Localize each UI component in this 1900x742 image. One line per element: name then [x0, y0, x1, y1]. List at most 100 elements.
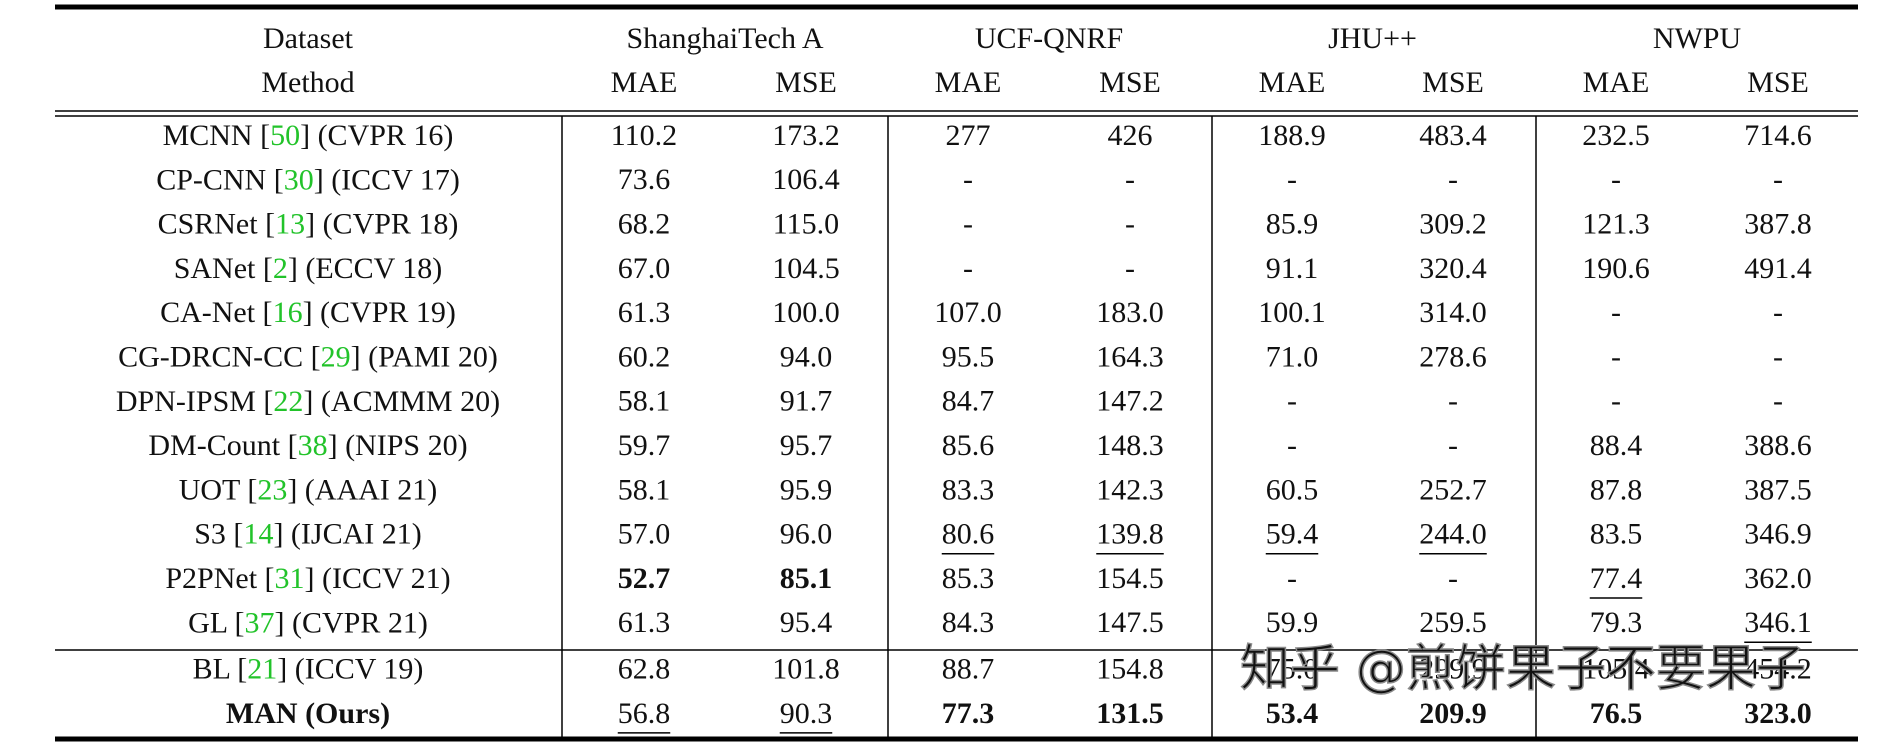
method-text: DPN-IPSM [	[116, 385, 274, 418]
value-cell: 95.7	[780, 429, 833, 462]
value-cell: 77.3	[942, 697, 995, 730]
value-cell: -	[963, 163, 973, 196]
method-cell: DPN-IPSM [22] (ACMMM 20)	[116, 385, 500, 418]
method-text: ] (PAMI 20)	[351, 340, 498, 373]
value-cell: 714.6	[1744, 119, 1812, 152]
value-cell: 107.0	[934, 296, 1002, 329]
value-cell: 323.0	[1744, 697, 1812, 730]
dataset-label: Dataset	[263, 22, 354, 55]
value-cell: 115.0	[773, 207, 839, 240]
value-cell: 110.2	[611, 119, 677, 152]
method-cell: CA-Net [16] (CVPR 19)	[160, 296, 456, 329]
method-text: DM-Count [	[148, 429, 297, 462]
value-cell: 76.5	[1590, 697, 1643, 730]
method-cell: P2PNet [31] (ICCV 21)	[165, 562, 450, 595]
value-cell: 148.3	[1096, 429, 1164, 462]
value-cell: 491.4	[1744, 252, 1812, 285]
value-cell: -	[1287, 429, 1297, 462]
citation: 2	[273, 252, 288, 285]
value-cell: 139.8	[1096, 518, 1164, 551]
citation: 50	[270, 119, 300, 152]
method-cell: GL [37] (CVPR 21)	[188, 606, 428, 639]
metric-name: MSE	[1747, 66, 1809, 99]
value-cell: 58.1	[618, 385, 671, 418]
method-text: SANet [	[174, 252, 273, 285]
value-cell: 309.2	[1419, 207, 1487, 240]
value-cell: 85.3	[942, 562, 995, 595]
value-cell: 84.3	[942, 606, 995, 639]
value-cell: 346.9	[1744, 518, 1812, 551]
value-cell: 100.0	[772, 296, 840, 329]
value-cell: 121.3	[1582, 207, 1650, 240]
value-cell: 95.5	[942, 340, 995, 373]
value-cell: 131.5	[1096, 697, 1164, 730]
citation: 21	[247, 652, 277, 685]
value-cell: 244.0	[1419, 518, 1487, 551]
value-cell: 100.1	[1258, 296, 1326, 329]
value-cell: 67.0	[618, 252, 671, 285]
value-cell: 426	[1108, 119, 1153, 152]
value-cell: 85.9	[1266, 207, 1319, 240]
dataset-name: NWPU	[1653, 22, 1742, 55]
method-text: ] (IJCAI 21)	[273, 518, 421, 551]
method-text: S3 [	[194, 518, 243, 551]
value-cell: -	[1611, 340, 1621, 373]
value-cell: 209.9	[1419, 697, 1487, 730]
value-cell: -	[1448, 385, 1458, 418]
value-cell: -	[1448, 562, 1458, 595]
value-cell: 105.4	[1582, 652, 1650, 685]
method-text: CSRNet [	[158, 207, 276, 240]
method-text: CG-DRCN-CC [	[118, 340, 321, 373]
metric-name: MSE	[775, 66, 837, 99]
method-text: ] (ECCV 18)	[288, 252, 442, 285]
method-text: ] (ICCV 19)	[277, 652, 423, 685]
value-cell: 96.0	[780, 518, 833, 551]
method-text: MAN (Ours)	[226, 697, 390, 730]
method-label: Method	[261, 66, 354, 99]
method-cell: CSRNet [13] (CVPR 18)	[158, 207, 459, 240]
value-cell: 91.1	[1266, 252, 1319, 285]
method-text: MCNN [	[163, 119, 271, 152]
value-cell: 183.0	[1096, 296, 1164, 329]
value-cell: 320.4	[1419, 252, 1487, 285]
value-cell: 101.8	[772, 652, 840, 685]
citation: 31	[275, 562, 305, 595]
value-cell: 142.3	[1096, 473, 1164, 506]
value-cell: 190.6	[1582, 252, 1650, 285]
dataset-name: ShanghaiTech A	[626, 22, 823, 55]
method-cell: DM-Count [38] (NIPS 20)	[148, 429, 467, 462]
value-cell: 90.3	[780, 697, 833, 730]
metric-name: MSE	[1099, 66, 1161, 99]
metric-name: MAE	[1583, 66, 1650, 99]
value-cell: 61.3	[618, 606, 671, 639]
citation: 13	[275, 207, 305, 240]
value-cell: 83.5	[1590, 518, 1643, 551]
method-text: BL [	[193, 652, 248, 685]
method-text: ] (CVPR 21)	[275, 606, 428, 639]
value-cell: 314.0	[1419, 296, 1487, 329]
value-cell: -	[1287, 163, 1297, 196]
value-cell: 483.4	[1419, 119, 1487, 152]
method-text: UOT [	[179, 473, 258, 506]
method-text: P2PNet [	[165, 562, 274, 595]
value-cell: 56.8	[618, 697, 671, 730]
value-cell: 62.8	[618, 652, 671, 685]
value-cell: -	[1611, 163, 1621, 196]
value-cell: 58.1	[618, 473, 671, 506]
value-cell: 68.2	[618, 207, 671, 240]
value-cell: 88.7	[942, 652, 995, 685]
value-cell: -	[1773, 340, 1783, 373]
method-text: ] (CVPR 19)	[303, 296, 456, 329]
method-text: CP-CNN [	[156, 163, 284, 196]
citation: 37	[245, 606, 275, 639]
value-cell: 154.5	[1096, 562, 1164, 595]
value-cell: -	[1125, 207, 1135, 240]
method-cell: BL [21] (ICCV 19)	[193, 652, 424, 685]
method-text: ] (ICCV 17)	[314, 163, 460, 196]
method-text: GL [	[188, 606, 244, 639]
method-cell: SANet [2] (ECCV 18)	[174, 252, 443, 285]
value-cell: -	[1611, 385, 1621, 418]
watermark: 知乎 @煎饼果子不要果子	[1240, 640, 1806, 698]
metric-name: MAE	[1259, 66, 1326, 99]
value-cell: 106.4	[772, 163, 840, 196]
